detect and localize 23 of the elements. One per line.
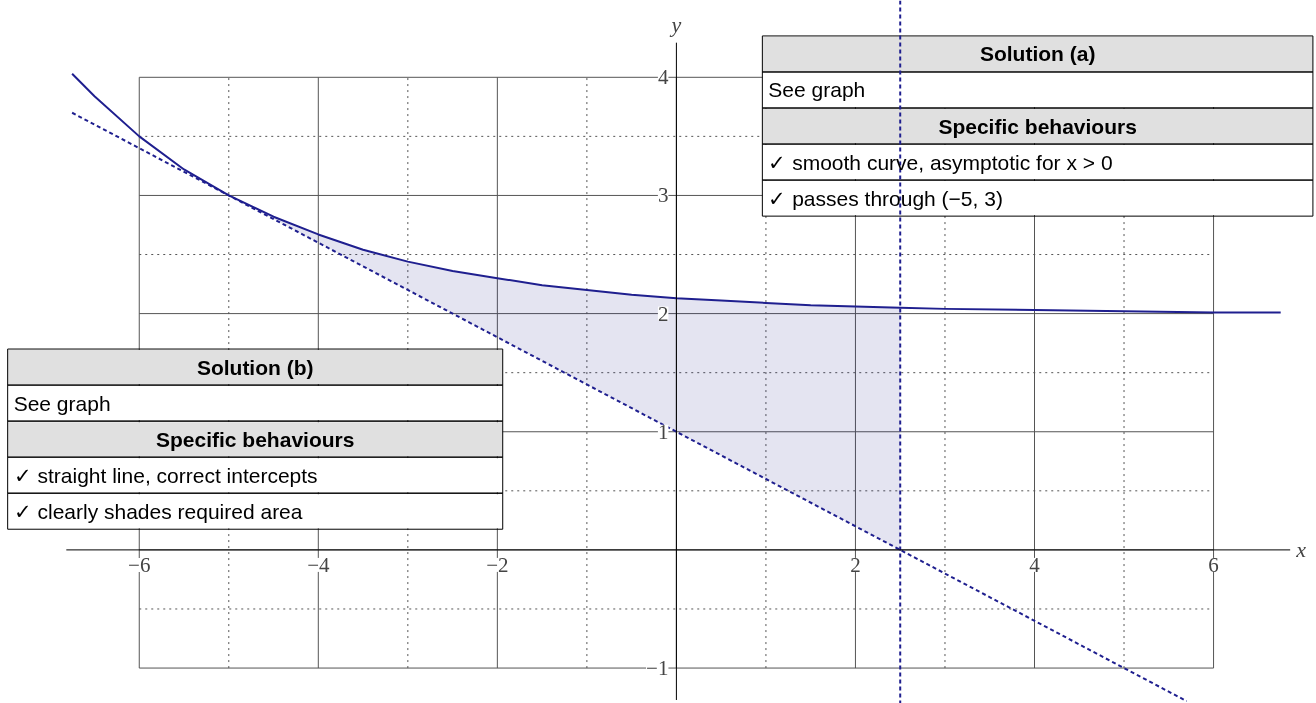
annotation: Specific behaviours — [155, 427, 355, 451]
annotation: ✓ clearly shades required area — [13, 499, 303, 523]
annotation: Solution (a) — [979, 42, 1096, 66]
annotation: See graph — [13, 391, 111, 415]
y-tick-label: −1 — [646, 656, 669, 681]
x-tick-label: −4 — [307, 552, 330, 577]
annotation: Solution (b) — [196, 355, 314, 379]
y-tick-label: 2 — [657, 301, 669, 326]
y-axis-title: y — [669, 11, 682, 37]
annotation: See graph — [768, 78, 866, 102]
x-tick-label: −6 — [128, 552, 151, 577]
x-tick-label: 6 — [1208, 552, 1219, 577]
annotation: Specific behaviours — [938, 114, 1137, 138]
y-tick-label: 1 — [657, 419, 669, 444]
annotation: ✓ straight line, correct intercepts — [13, 463, 318, 487]
x-tick-label: 4 — [1029, 552, 1041, 577]
x-axis-title: x — [1295, 537, 1307, 563]
annotation: ✓ passes through (−5, 3) — [768, 186, 1003, 210]
y-tick-label: 4 — [657, 65, 669, 90]
x-tick-label: −2 — [486, 552, 509, 577]
annotation: ✓ smooth curve, asymptotic for x > 0 — [768, 150, 1113, 174]
y-tick-label: 3 — [657, 183, 669, 208]
x-tick-label: 2 — [850, 552, 861, 577]
